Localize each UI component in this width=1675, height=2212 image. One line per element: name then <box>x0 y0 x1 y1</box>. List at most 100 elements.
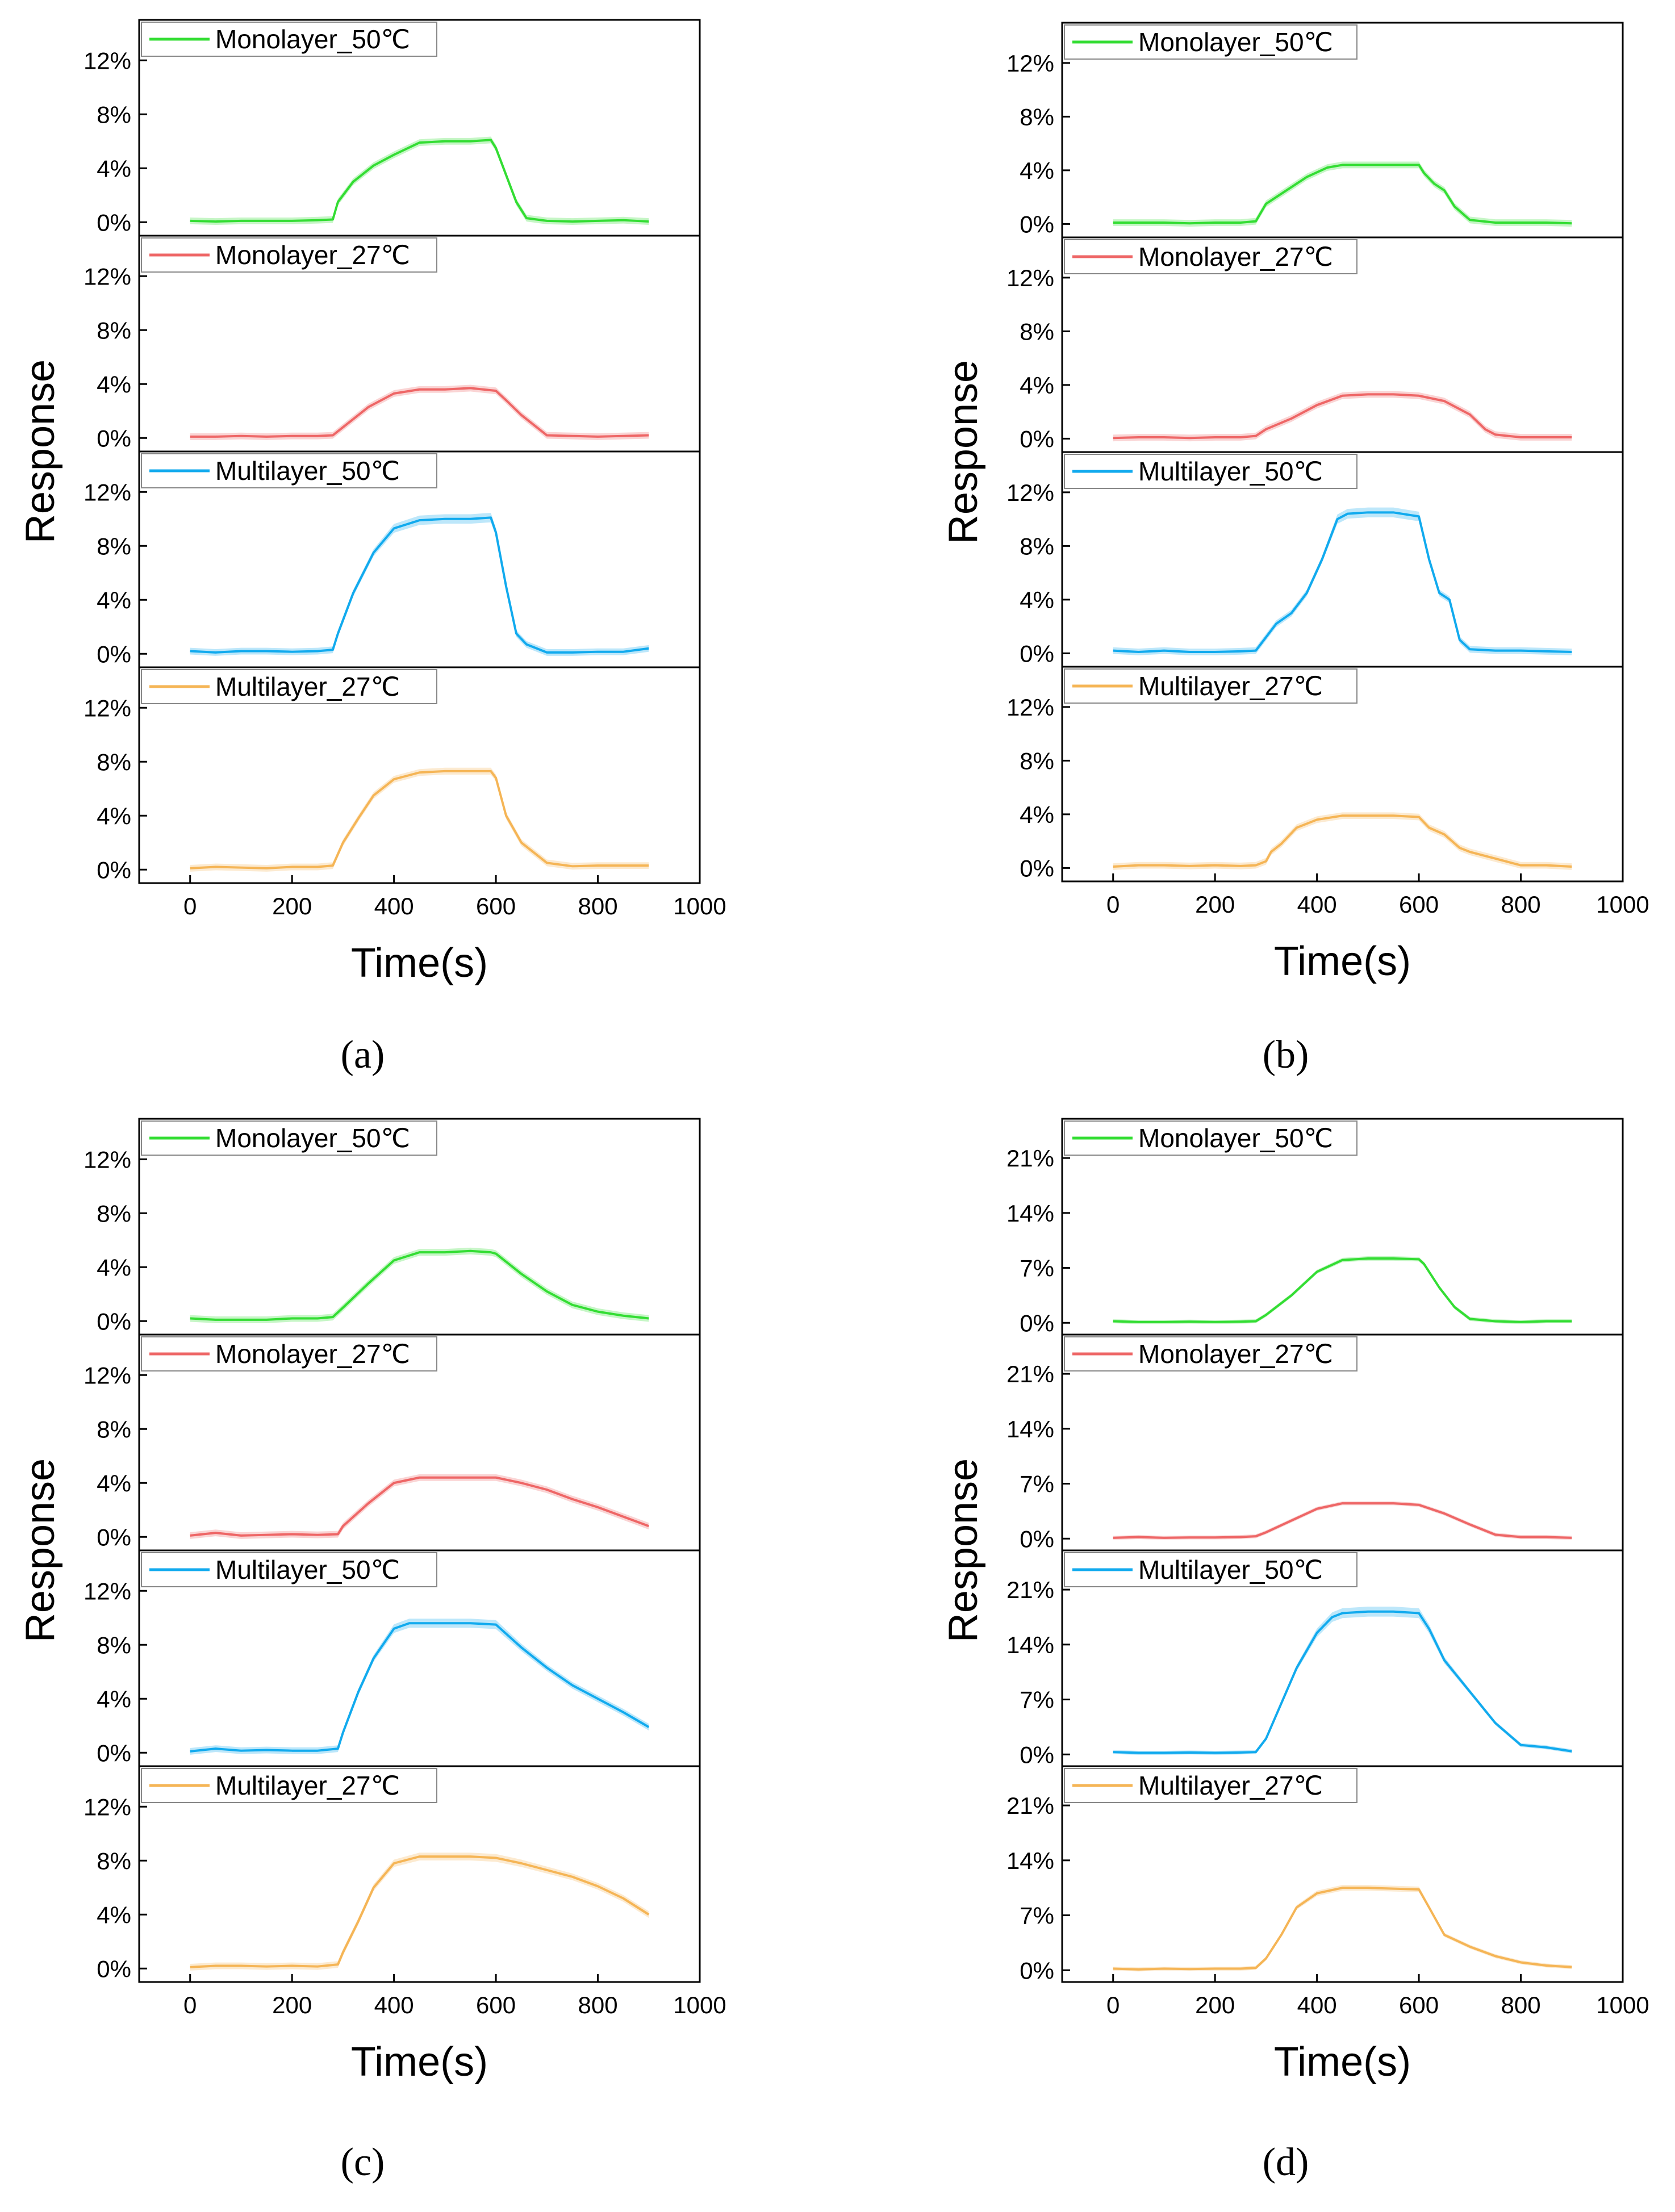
y-tick-label: 14% <box>1006 1200 1054 1227</box>
legend-box <box>141 1768 437 1803</box>
y-tick-label: 14% <box>1006 1416 1054 1442</box>
legend: Multilayer_27℃ <box>1064 668 1357 704</box>
x-tick-label: 0 <box>183 1992 197 2018</box>
legend: Multilayer_27℃ <box>141 669 437 704</box>
y-tick-label: 8% <box>97 1200 131 1227</box>
legend-label: Multilayer_27℃ <box>215 672 400 701</box>
y-tick-label: 12% <box>83 479 131 505</box>
x-tick-label: 200 <box>272 1992 312 2018</box>
legend-label: Multilayer_27℃ <box>1138 671 1323 701</box>
y-tick-label: 4% <box>97 1254 131 1281</box>
panel-a-4: 0% 4% 8% 12% Multilayer_27℃ <box>83 666 701 884</box>
y-tick-label: 0% <box>1020 1310 1054 1336</box>
y-tick-label: 12% <box>1006 265 1054 291</box>
figure-caption: (c) <box>341 2140 385 2184</box>
y-tick-label: 12% <box>83 1362 131 1389</box>
series-line <box>190 139 649 223</box>
y-tick-label: 0% <box>1020 211 1054 237</box>
y-axis-title: Response <box>18 359 63 543</box>
x-tick-label: 0 <box>1106 891 1120 918</box>
y-tick-label: 12% <box>1006 479 1054 506</box>
legend: Monolayer_27℃ <box>1064 1336 1357 1371</box>
x-tick-label: 0 <box>1106 1992 1120 2018</box>
panel-c-4: 0% 4% 8% 12% Multilayer_27℃ <box>83 1765 701 1983</box>
series-line <box>190 1476 649 1537</box>
x-tick-label: 400 <box>1297 891 1337 918</box>
y-tick-label: 4% <box>1020 587 1054 613</box>
y-tick-label: 21% <box>1006 1145 1054 1172</box>
y-tick-label: 12% <box>1006 694 1054 721</box>
panel-frame <box>1061 666 1624 883</box>
y-tick-label: 12% <box>83 695 131 721</box>
y-tick-label: 14% <box>1006 1632 1054 1658</box>
x-tick-label: 600 <box>476 893 516 919</box>
legend-label: Multilayer_50℃ <box>1138 457 1323 486</box>
panel-b-3: 0% 4% 8% 12% Multilayer_50℃ <box>1006 451 1624 668</box>
y-tick-label: 12% <box>83 1578 131 1604</box>
series-line <box>190 1622 650 1753</box>
legend: Multilayer_50℃ <box>141 453 437 488</box>
x-axis-title: Time(s) <box>1274 2039 1411 2085</box>
series-band <box>1113 507 1572 655</box>
series-line <box>190 1249 649 1321</box>
series-band <box>190 767 649 872</box>
x-tick-label: 200 <box>1195 891 1235 918</box>
legend-box <box>1064 1552 1357 1587</box>
y-tick-label: 8% <box>1020 318 1054 345</box>
chart-a: 0% 4% 8% 12% Monolayer_50℃ 0% 4% 8% 12% Monolayer… <box>18 19 726 1077</box>
y-tick-label: 7% <box>1020 1902 1054 1929</box>
y-tick-label: 4% <box>1020 372 1054 399</box>
figure-caption: (d) <box>1263 2140 1309 2184</box>
y-tick-label: 4% <box>97 155 131 182</box>
series-band <box>190 384 649 440</box>
x-tick-label: 400 <box>374 1992 414 2018</box>
y-tick-label: 0% <box>97 856 131 883</box>
y-tick-label: 4% <box>97 587 131 613</box>
panel-c-2: 0% 4% 8% 12% Monolayer_27℃ <box>83 1333 701 1552</box>
legend-label: Multilayer_27℃ <box>215 1771 400 1800</box>
series-line <box>1113 1887 1572 1971</box>
legend: Monolayer_27℃ <box>141 237 437 273</box>
series-band <box>1113 391 1572 442</box>
legend: Multilayer_27℃ <box>1064 1768 1357 1803</box>
y-tick-label: 8% <box>97 749 131 775</box>
series-band <box>1113 161 1572 227</box>
x-axis-title: Time(s) <box>351 940 488 986</box>
x-tick-label: 1000 <box>673 893 726 919</box>
x-tick-label: 800 <box>578 1992 618 2018</box>
chart-b: 0% 4% 8% 12% Monolayer_50℃ 0% 4% 8% 12% Monolayer… <box>941 22 1649 1077</box>
legend-label: Monolayer_27℃ <box>215 240 410 270</box>
series-line <box>190 1855 650 1968</box>
panel-d-4: 0% 7% 14% 21% Multilayer_27℃ <box>1006 1765 1624 1984</box>
legend: Multilayer_27℃ <box>141 1768 437 1803</box>
x-tick-label: 800 <box>578 893 618 919</box>
panel-b-1: 0% 4% 8% 12% Monolayer_50℃ <box>1006 22 1624 239</box>
legend: Monolayer_50℃ <box>1064 24 1357 60</box>
panel-a-3: 0% 4% 8% 12% Multilayer_50℃ <box>83 450 701 668</box>
panel-d-3: 0% 7% 14% 21% Multilayer_50℃ <box>1006 1549 1624 1768</box>
y-tick-label: 0% <box>1020 640 1054 667</box>
y-tick-label: 8% <box>1020 747 1054 774</box>
legend-label: Monolayer_50℃ <box>1138 1123 1333 1153</box>
chart-d: 0% 7% 14% 21% Monolayer_50℃ 0% 7% 14% 21% Monolay… <box>941 1118 1649 2184</box>
y-tick-label: 0% <box>97 1524 131 1550</box>
legend: Monolayer_50℃ <box>1064 1120 1357 1156</box>
legend-label: Monolayer_27℃ <box>215 1339 410 1369</box>
x-tick-label: 1000 <box>1596 1992 1649 2018</box>
series-band <box>1113 1501 1572 1540</box>
y-tick-label: 8% <box>97 1632 131 1658</box>
series-line <box>1113 814 1572 868</box>
series-band <box>190 1853 649 1971</box>
panel-d-2: 0% 7% 14% 21% Monolayer_27℃ <box>1006 1333 1624 1552</box>
y-tick-label: 21% <box>1006 1792 1054 1819</box>
y-tick-label: 0% <box>97 1308 131 1335</box>
x-tick-label: 0 <box>183 893 197 919</box>
x-tick-label: 600 <box>1399 1992 1439 2018</box>
x-tick-label: 1000 <box>1596 891 1649 918</box>
legend-box <box>1064 1120 1357 1156</box>
y-tick-label: 4% <box>1020 801 1054 828</box>
panel-frame <box>1061 1765 1624 1983</box>
series-line <box>190 516 649 654</box>
legend: Multilayer_50℃ <box>1064 454 1357 489</box>
